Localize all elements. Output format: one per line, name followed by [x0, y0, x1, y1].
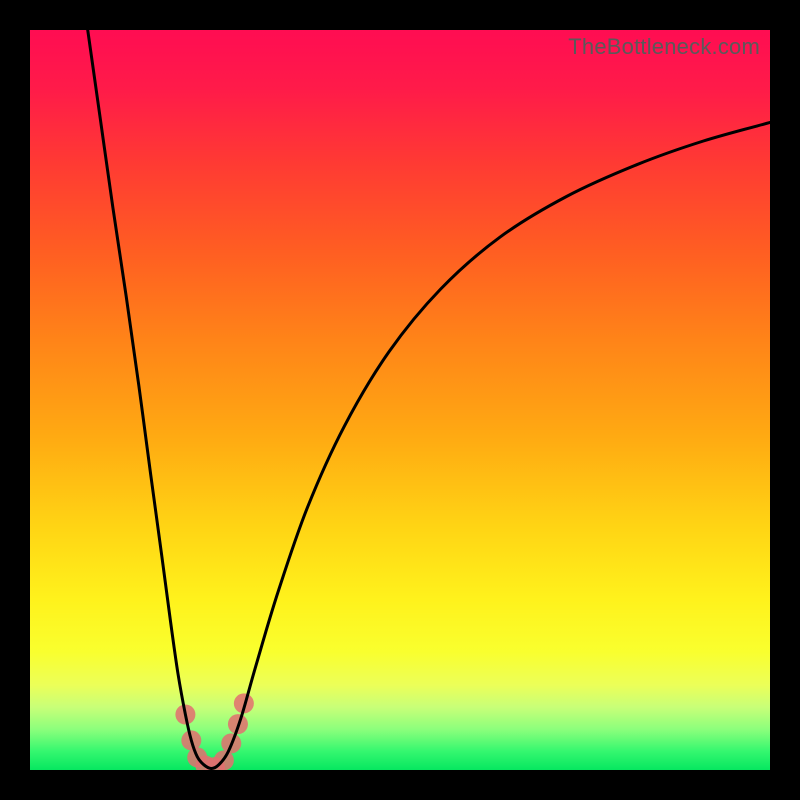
frame-border-left: [0, 0, 30, 800]
frame-border-top: [0, 0, 800, 30]
chart-frame: TheBottleneck.com: [0, 0, 800, 800]
bottleneck-curve: [88, 30, 770, 769]
frame-border-right: [770, 0, 800, 800]
marker-group: [175, 693, 253, 770]
plot-area: TheBottleneck.com: [30, 30, 770, 770]
watermark-text: TheBottleneck.com: [568, 34, 760, 60]
curve-layer: [30, 30, 770, 770]
frame-border-bottom: [0, 770, 800, 800]
